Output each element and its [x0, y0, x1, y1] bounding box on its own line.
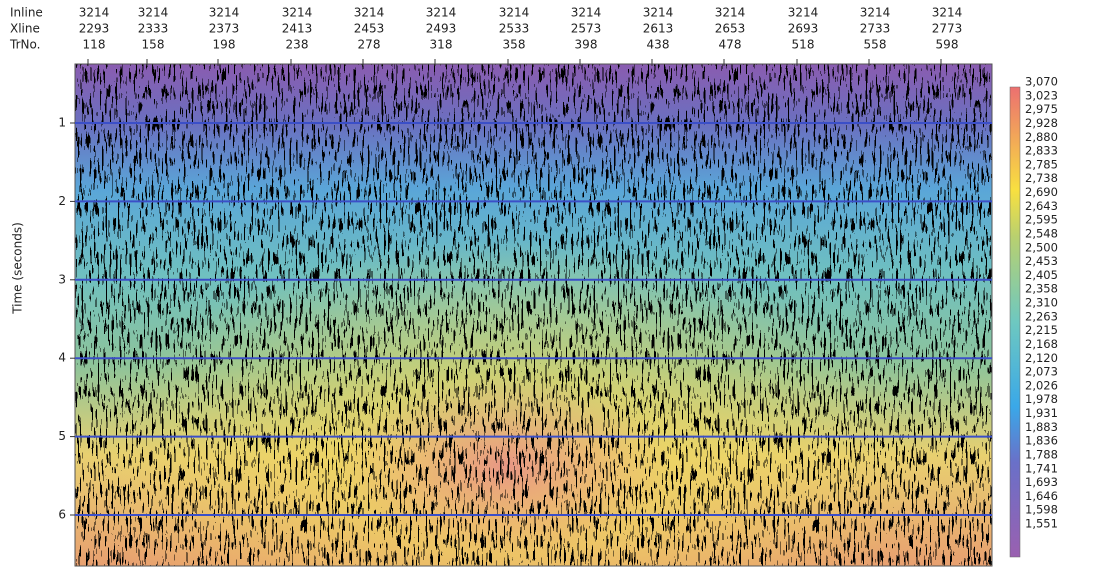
colorbar-label: 2,405: [1025, 268, 1058, 282]
header-value: 2293: [79, 22, 110, 36]
colorbar-label: 2,690: [1025, 185, 1058, 199]
time-tick-label: 2: [58, 194, 66, 208]
colorbar-label: 2,310: [1025, 296, 1058, 310]
colorbar-label: 3,070: [1025, 75, 1058, 89]
header-value: 2613: [643, 22, 674, 36]
header-value: 2773: [932, 22, 963, 36]
time-tick-label: 3: [58, 272, 66, 286]
colorbar-label: 2,073: [1025, 365, 1058, 379]
header-row-label: Xline: [10, 22, 40, 36]
header-value: 3214: [282, 6, 313, 20]
header-value: 3214: [715, 6, 746, 20]
colorbar-label: 2,548: [1025, 226, 1058, 240]
header-value: 2453: [354, 22, 385, 36]
colorbar-label: 2,833: [1025, 144, 1058, 158]
header-row-label: Inline: [10, 6, 43, 20]
colorbar-label: 2,595: [1025, 213, 1058, 227]
header-value: 3214: [643, 6, 674, 20]
colorbar-label: 2,263: [1025, 309, 1058, 323]
colorbar-label: 1,646: [1025, 489, 1058, 503]
header-value: 3214: [426, 6, 457, 20]
time-tick-label: 4: [58, 351, 66, 365]
header-value: 2333: [138, 22, 169, 36]
colorbar-label: 2,168: [1025, 337, 1058, 351]
header-value: 198: [213, 38, 236, 52]
header-value: 3214: [932, 6, 963, 20]
colorbar-label: 2,975: [1025, 102, 1058, 116]
header-row-label: TrNo.: [9, 38, 40, 52]
header-value: 2413: [282, 22, 313, 36]
colorbar-label: 1,693: [1025, 475, 1058, 489]
colorbar-label: 2,358: [1025, 282, 1058, 296]
colorbar-label: 1,931: [1025, 406, 1058, 420]
header-value: 558: [864, 38, 887, 52]
header-value: 598: [936, 38, 959, 52]
colorbar-label: 1,741: [1025, 461, 1058, 475]
colorbar-label: 2,643: [1025, 199, 1058, 213]
time-tick-label: 6: [58, 508, 66, 522]
header-value: 398: [575, 38, 598, 52]
header-value: 3214: [499, 6, 530, 20]
header-value: 3214: [788, 6, 819, 20]
header-value: 158: [142, 38, 165, 52]
header-value: 358: [503, 38, 526, 52]
time-tick-label: 1: [58, 116, 66, 130]
colorbar-label: 2,120: [1025, 351, 1058, 365]
header-value: 3214: [79, 6, 110, 20]
header-value: 2653: [715, 22, 746, 36]
header-value: 318: [430, 38, 453, 52]
header-value: 2373: [209, 22, 240, 36]
colorbar-label: 1,836: [1025, 434, 1058, 448]
seismic-traces: [75, 64, 992, 566]
colorbar-label: 2,738: [1025, 171, 1058, 185]
header-value: 238: [286, 38, 309, 52]
colorbar-label: 2,785: [1025, 157, 1058, 171]
header-value: 2533: [499, 22, 530, 36]
colorbar-label: 2,880: [1025, 130, 1058, 144]
header-value: 3214: [354, 6, 385, 20]
header-value: 518: [792, 38, 815, 52]
time-tick-label: 5: [58, 429, 66, 443]
colorbar-label: 2,215: [1025, 323, 1058, 337]
header-value: 118: [83, 38, 106, 52]
colorbar-label: 1,883: [1025, 420, 1058, 434]
colorbar-label: 2,453: [1025, 254, 1058, 268]
colorbar-label: 3,023: [1025, 88, 1058, 102]
header-value: 2573: [571, 22, 602, 36]
header-value: 2693: [788, 22, 819, 36]
colorbar-label: 1,598: [1025, 503, 1058, 517]
colorbar-label: 2,026: [1025, 378, 1058, 392]
header-value: 3214: [860, 6, 891, 20]
header-value: 478: [719, 38, 742, 52]
colorbar: [1009, 86, 1021, 558]
plot-frame: [74, 63, 993, 567]
time-axis-label: Time (seconds): [11, 222, 25, 315]
header-value: 3214: [571, 6, 602, 20]
header-value: 3214: [138, 6, 169, 20]
header-value: 2493: [426, 22, 457, 36]
colorbar-label: 2,500: [1025, 240, 1058, 254]
colorbar-label: 2,928: [1025, 116, 1058, 130]
header-value: 278: [358, 38, 381, 52]
colorbar-label: 1,788: [1025, 447, 1058, 461]
header-value: 438: [647, 38, 670, 52]
colorbar-label: 1,978: [1025, 392, 1058, 406]
colorbar-label: 1,551: [1025, 517, 1058, 531]
header-value: 2733: [860, 22, 891, 36]
header-value: 3214: [209, 6, 240, 20]
